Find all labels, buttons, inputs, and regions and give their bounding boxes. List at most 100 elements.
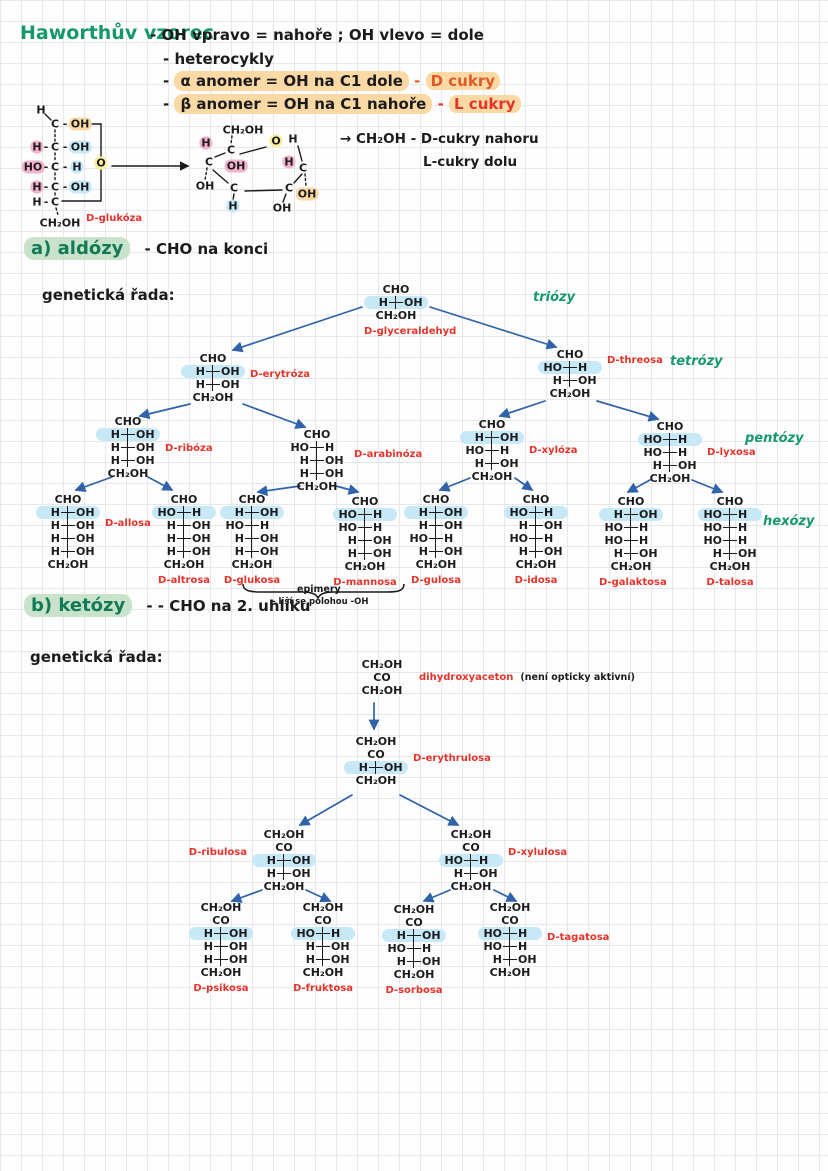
bond-line (293, 173, 303, 184)
rule-alpha-anomer: - α anomer = OH na C1 dole - D cukry (163, 71, 500, 91)
bond-cross (61, 519, 75, 532)
bond-cross (529, 532, 543, 545)
terminal-group: CH₂OH (200, 966, 242, 979)
aldoses-series-label: genetická řada: (42, 286, 175, 304)
bond-cross (723, 508, 737, 521)
sugar-name: D-mannosa (333, 577, 397, 588)
ketoses-heading: b) ketózy - - CHO na 2. uhlíku (24, 594, 310, 617)
terminal-group: CHO (303, 428, 331, 441)
bond-cross (245, 506, 259, 519)
sugar-name: dihydroxyaceton (není opticky aktivní) (419, 672, 635, 683)
sugar-structure: CHO HO H H OH HO H H OH CH₂OH D-idosa (504, 493, 568, 587)
ketoses-series-label: genetická řada: (30, 648, 163, 666)
terminal-group: CH₂OH (393, 903, 435, 916)
terminal-group: CH₂OH (163, 558, 205, 571)
terminal-group: CH₂OH (263, 828, 305, 841)
bond-line (297, 145, 303, 162)
bond-cross (310, 454, 324, 467)
sugar-structure: CHO H OH CH₂OH D-glyceraldehyd (364, 283, 457, 338)
bond-cross (407, 955, 421, 968)
atom-label: C (50, 180, 60, 194)
terminal-group: CH₂OH (709, 560, 751, 573)
ch2oh-note-line2: L-cukry dolu (423, 154, 518, 170)
bond-cross (407, 929, 421, 942)
atom-label: H (30, 140, 44, 154)
terminal-group: CH₂OH (361, 658, 403, 671)
atom-label: - (43, 195, 49, 209)
glucose-label: D-glukóza (86, 213, 143, 224)
bond-line (244, 189, 283, 192)
sugar-name: D-ribóza (165, 443, 213, 454)
bond-cross (206, 365, 220, 378)
bond-cross (177, 519, 191, 532)
atom-label: H (70, 160, 84, 174)
terminal-group: CH₂OH (375, 309, 417, 322)
bond-cross (429, 532, 443, 545)
sugar-structure: CH₂OH CO H OH CH₂OH D-erythrulosa (344, 735, 491, 787)
rule-beta-anomer: - β anomer = OH na C1 nahoře - L cukry (163, 94, 521, 114)
sugar-name: D-fruktosa (292, 983, 354, 994)
bond-cross (485, 444, 499, 457)
terminal-group: CH₂OH (231, 558, 273, 571)
terminal-group: CHO (199, 352, 227, 365)
bond-cross (61, 506, 75, 519)
sugar-structure: CH₂OH CO H OH H OH CH₂OH D-ribulosa (189, 828, 316, 893)
terminal-group: CHO (556, 348, 584, 361)
atom-label: C (204, 155, 214, 169)
bond-cross (310, 467, 324, 480)
tree-arrow (498, 400, 546, 419)
page-title: Haworthův vzorec (20, 22, 214, 44)
bond-cross (503, 953, 517, 966)
atom-label: OH (68, 180, 92, 194)
bullet-dash: - (163, 95, 170, 113)
terminal-group: CO (462, 841, 480, 854)
terminal-group: CH₂OH (610, 560, 652, 573)
sugar-name: D-glyceraldehyd (364, 326, 457, 337)
rule-heterocycles: - heterocykly (163, 50, 274, 68)
terminal-group: CHO (238, 493, 266, 506)
bond-cross (316, 927, 330, 940)
atom-label: C (284, 181, 294, 195)
terminal-group: CH₂OH (361, 684, 403, 697)
terminal-group: CHO (351, 495, 379, 508)
atom-label: C (50, 195, 60, 209)
bond-cross (464, 854, 478, 867)
sugar-structure: CH₂OH CO HO H H OH CH₂OH D-xylulosa (439, 828, 567, 893)
sugar-structure: CHO H OH H OH H OH CH₂OH D-ribóza (96, 415, 213, 480)
sugar-name: D-ribulosa (188, 847, 247, 858)
tree-arrow (242, 403, 307, 429)
bond-cross (624, 521, 638, 534)
terminal-group: CH₂OH (489, 966, 531, 979)
sugar-structure: CH₂OH CO HO H HO H H OH CH₂OH D-tagatosa (478, 901, 609, 979)
terminal-group: CH₂OH (515, 558, 557, 571)
sugar-structure: CHO HO H H OH H OH CH₂OH D-arabinóza (285, 428, 422, 493)
bond-cross (429, 545, 443, 558)
alpha-anomer-text: α anomer = OH na C1 dole (174, 71, 409, 91)
